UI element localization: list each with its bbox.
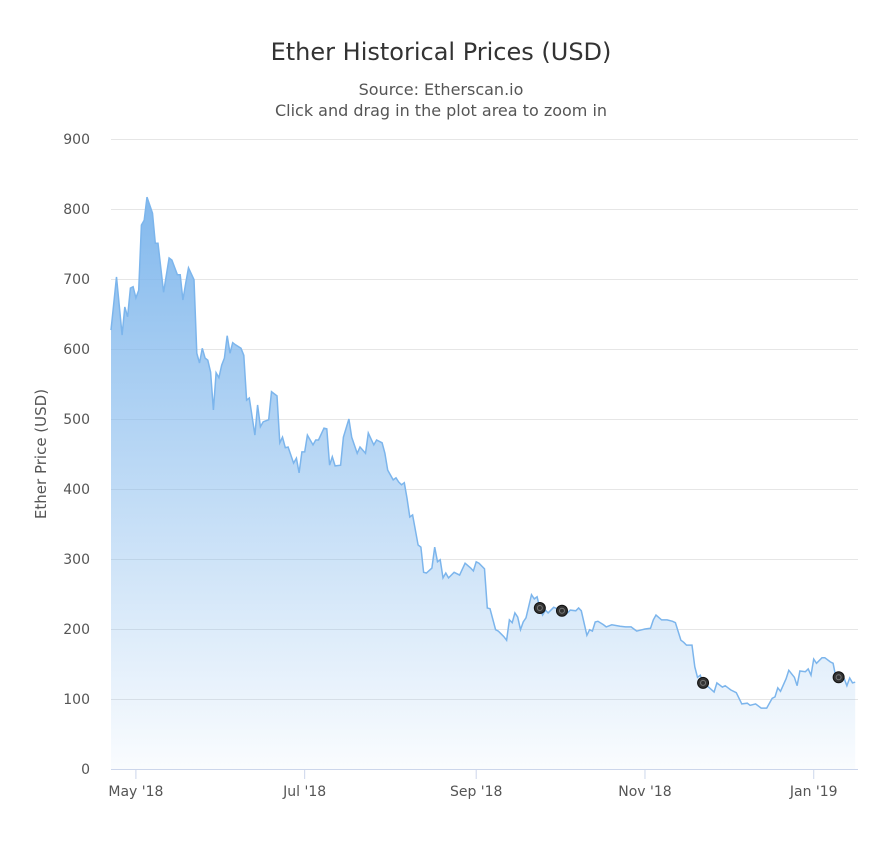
flag-marker xyxy=(697,676,710,689)
price-area xyxy=(111,197,856,770)
flag-marker-inner xyxy=(558,607,565,614)
y-tick-label: 300 xyxy=(63,552,90,568)
y-axis: 0 100 200 300 400 500 600 700 800 900 xyxy=(63,132,90,778)
zoom-hint: Click and drag in the plot area to zoom … xyxy=(274,101,608,120)
y-tick-label: 900 xyxy=(63,132,90,148)
y-axis-label: Ether Price (USD) xyxy=(32,389,50,519)
flag-marker xyxy=(555,604,568,617)
x-tick-label: May '18 xyxy=(108,784,163,800)
y-tick-label: 0 xyxy=(81,762,90,778)
flag-marker xyxy=(533,602,546,614)
flag-marker-inner xyxy=(835,674,842,681)
flag-markers xyxy=(533,602,845,689)
x-tick-label: Sep '18 xyxy=(450,784,503,800)
x-tick-label: Jan '19 xyxy=(789,784,838,800)
x-tick-label: Nov '18 xyxy=(618,784,671,800)
x-axis: May '18 Jul '18 Sep '18 Nov '18 Jan '19 xyxy=(108,769,838,800)
y-tick-label: 700 xyxy=(63,272,90,288)
chart-title: Ether Historical Prices (USD) xyxy=(270,38,612,66)
flag-marker-inner xyxy=(536,605,543,611)
x-tick-label: Jul '18 xyxy=(282,784,326,800)
chart-subtitle: Source: Etherscan.io xyxy=(358,80,524,99)
flag-marker xyxy=(832,671,845,684)
y-tick-label: 600 xyxy=(63,342,90,358)
flag-marker-inner xyxy=(700,679,707,686)
y-tick-label: 400 xyxy=(63,482,90,498)
y-tick-label: 100 xyxy=(63,692,90,708)
y-tick-label: 800 xyxy=(63,202,90,218)
y-tick-label: 500 xyxy=(63,412,90,428)
price-line xyxy=(110,196,856,709)
y-tick-label: 200 xyxy=(63,622,90,638)
